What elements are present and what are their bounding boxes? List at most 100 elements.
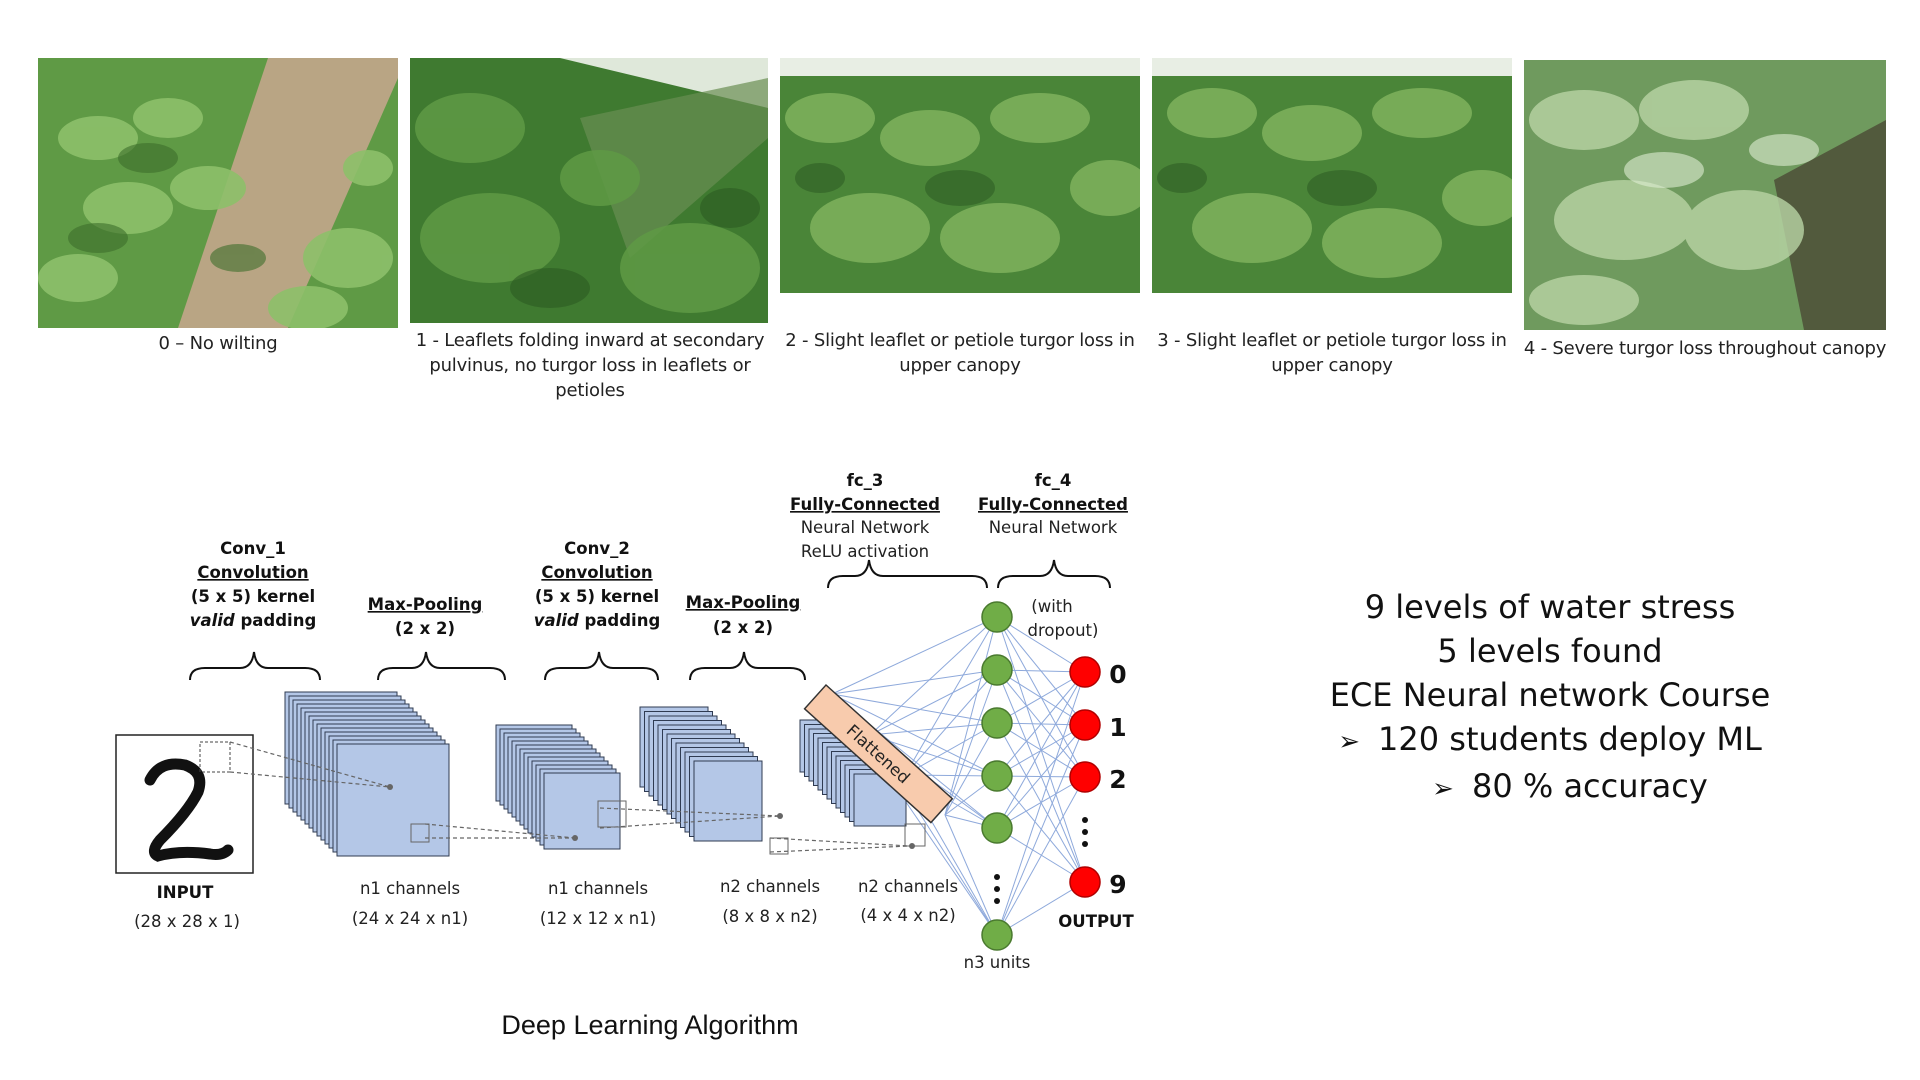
connection-line [996, 616, 1086, 673]
connection-line [996, 671, 1086, 777]
ellipsis-dot [994, 898, 1000, 904]
dropout-line2: dropout) [1028, 621, 1099, 640]
conv1-name: Conv_1 [220, 539, 286, 558]
fc3-name: fc_3 [847, 471, 884, 490]
connection-line [831, 693, 998, 724]
padding-word: valid [534, 611, 579, 630]
connection-line [869, 616, 998, 736]
conv2-feature-maps [639, 706, 763, 842]
photo-caption: 1 - Leaflets folding inward at secondary… [395, 328, 785, 403]
soybean-canopy-image [1524, 60, 1886, 330]
conv1-type: Convolution [197, 563, 308, 582]
stage-channels: n1 channels [360, 879, 460, 898]
pool2-feature-maps [799, 719, 907, 827]
output-digit: 1 [1109, 713, 1126, 742]
connection-line [996, 724, 1086, 936]
output-node [1069, 709, 1101, 741]
summary-bullet-text: 80 % accuracy [1471, 767, 1708, 805]
input-label: INPUT [157, 883, 214, 902]
dropout-line1: (with [1031, 597, 1072, 616]
output-node [1069, 866, 1101, 898]
output-digit: 2 [1109, 765, 1126, 794]
photo-caption: 3 - Slight leaflet or petiole turgor los… [1147, 328, 1517, 378]
connection-line [944, 814, 998, 936]
projection-dot [777, 813, 783, 819]
brace-fc3 [827, 559, 988, 589]
photo-no-wilting [38, 58, 398, 328]
kernel-window [597, 800, 627, 828]
connection-line [831, 669, 998, 695]
fc4-name: fc_4 [1035, 471, 1072, 490]
photo-leaflets-folding [410, 58, 768, 323]
caption-line: upper canopy [1271, 355, 1393, 376]
soybean-canopy-image [410, 58, 768, 323]
photo-slight-turgor-loss-b [1152, 58, 1512, 293]
brace-conv1 [189, 651, 321, 681]
connection-line [904, 616, 998, 776]
ellipsis-dot [1082, 817, 1088, 823]
soybean-canopy-image [38, 58, 398, 328]
arrow-bullet-icon: ➢ [1432, 774, 1454, 804]
hidden-node [981, 812, 1013, 844]
caption-line: 4 - Severe turgor loss throughout canopy [1523, 338, 1887, 359]
feature-map [693, 760, 763, 842]
kernel-window [769, 837, 789, 855]
output-label: OUTPUT [1058, 912, 1134, 931]
projection-dot [909, 843, 915, 849]
stage-channels: n1 channels [548, 879, 648, 898]
ellipsis-dot [1082, 829, 1088, 835]
pool2-size: (2 x 2) [713, 618, 773, 637]
projection-line [769, 837, 911, 847]
caption-line: 2 - Slight leaflet or petiole turgor los… [785, 330, 1135, 351]
kernel-window [904, 823, 926, 847]
connection-line [996, 671, 1086, 829]
caption-line: 1 - Leaflets folding inward at secondary [415, 330, 765, 351]
stage-dims: (4 x 4 x n2) [860, 906, 955, 925]
brace-fc4 [997, 559, 1111, 589]
arrow-bullet-icon: ➢ [1338, 727, 1361, 757]
connection-line [996, 671, 1086, 936]
output-digit: 9 [1109, 870, 1126, 899]
photo-caption: 4 - Severe turgor loss throughout canopy [1515, 336, 1895, 361]
connection-line [944, 616, 998, 816]
output-node [1069, 656, 1101, 688]
fc-connections [831, 616, 1086, 936]
conv2-name: Conv_2 [564, 539, 630, 558]
stage-dims: (24 x 24 x n1) [352, 909, 468, 928]
hidden-layer [981, 601, 1013, 951]
brace-pool1 [377, 651, 506, 681]
ellipsis-dot [994, 874, 1000, 880]
fc3-line2: ReLU activation [801, 542, 929, 561]
photo-caption: 2 - Slight leaflet or petiole turgor los… [775, 328, 1145, 378]
brace-pool2 [689, 651, 806, 681]
projection-line [769, 845, 911, 853]
conv1-feature-maps [284, 691, 450, 857]
output-digit: 0 [1109, 660, 1126, 689]
hidden-node [981, 654, 1013, 686]
summary-line: ECE Neural network Course [1329, 676, 1771, 714]
hidden-node [981, 919, 1013, 951]
diagram-title: Deep Learning Algorithm [501, 1010, 799, 1040]
connection-line [831, 693, 998, 777]
photo-severe-turgor-loss [1524, 60, 1886, 330]
feature-map [336, 743, 450, 857]
summary-line: 9 levels of water stress [1364, 588, 1736, 626]
connection-line [996, 881, 1086, 936]
ellipsis-dot [994, 886, 1000, 892]
fc3-line1: Neural Network [801, 518, 930, 537]
soybean-canopy-image [780, 58, 1140, 293]
fc4-line1: Neural Network [989, 518, 1118, 537]
conv2-type: Convolution [541, 563, 652, 582]
stage-channels: n2 channels [720, 877, 820, 896]
pool1-feature-maps [495, 724, 621, 850]
output-layer [1069, 656, 1101, 898]
summary-block: 9 levels of water stress 5 levels found … [1300, 585, 1800, 811]
hidden-units-label: n3 units [964, 953, 1031, 972]
input-kernel-window [199, 741, 231, 773]
conv2-kernel: (5 x 5) kernel [535, 587, 659, 606]
summary-bullet-line: ➢ 120 students deploy ML [1300, 717, 1800, 764]
conv2-padding: valid padding [534, 611, 661, 630]
conv1-kernel: (5 x 5) kernel [191, 587, 315, 606]
projection-line [229, 771, 391, 788]
soybean-canopy-image [1152, 58, 1512, 293]
